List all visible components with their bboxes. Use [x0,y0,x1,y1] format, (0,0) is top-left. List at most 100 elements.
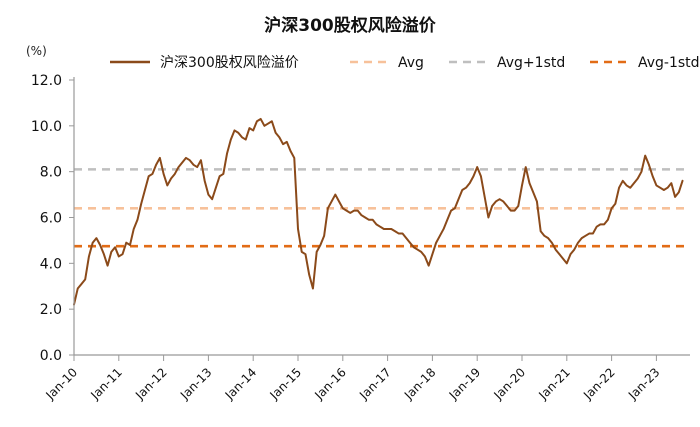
data-point [99,244,101,246]
data-point [424,256,426,258]
data-point [111,251,113,253]
data-point [510,210,512,212]
data-point [611,208,613,210]
data-point [118,256,120,258]
data-point [525,166,527,168]
data-point [615,203,617,205]
x-tick-label: Jan-10 [43,365,81,403]
data-point [551,242,553,244]
x-tick-label: Jan-15 [267,365,305,403]
data-point [237,132,239,134]
data-point [641,171,643,173]
y-axis-ticks: 12.0 10.0 8.0 6.0 4.0 2.0 0.0 [31,73,74,364]
data-point [447,219,449,221]
data-point [618,187,620,189]
data-point [107,265,109,267]
data-point [409,242,411,244]
data-point [417,249,419,251]
x-tick-label: Jan-17 [356,365,394,403]
data-point [174,173,176,175]
data-point [547,237,549,239]
data-point [461,189,463,191]
data-point [465,187,467,189]
data-point [275,132,277,134]
data-point [249,127,251,129]
x-tick-label: Jan-16 [311,365,349,403]
y-tick-label: 8.0 [40,165,62,181]
data-point [122,253,124,255]
y-unit-label: (%) [26,44,47,58]
data-point [219,175,221,177]
data-point [308,274,310,276]
data-point [450,210,452,212]
data-point [629,187,631,189]
data-point [495,201,497,203]
data-point [282,143,284,145]
data-point [260,118,262,120]
data-point [379,226,381,228]
data-point [428,265,430,267]
x-tick-label: Jan-13 [177,365,215,403]
data-point [435,242,437,244]
legend: 沪深300股权风险溢价 Avg Avg+1std Avg-1std [110,55,700,71]
data-point [185,157,187,159]
x-tick-label: Jan-20 [491,365,529,403]
data-point [204,180,206,182]
x-tick-label: Jan-18 [401,365,439,403]
data-point [364,217,366,219]
legend-label-0: 沪深300股权风险溢价 [160,55,299,71]
data-point [223,173,225,175]
x-tick-label: Jan-12 [132,365,170,403]
data-point [674,196,676,198]
data-point [376,224,378,226]
data-point [264,125,266,127]
data-point [585,235,587,237]
data-point [342,208,344,210]
axes [73,77,690,356]
data-point [682,180,684,182]
data-point [514,210,516,212]
data-point [200,159,202,161]
data-point [671,182,673,184]
data-point [193,164,195,166]
data-point [290,150,292,152]
data-point [170,178,172,180]
data-point [349,212,351,214]
data-point [137,219,139,221]
data-point [353,210,355,212]
data-point [196,166,198,168]
data-point [532,191,534,193]
data-point [570,253,572,255]
data-point [678,191,680,193]
data-point [312,288,314,290]
data-point [443,228,445,230]
x-tick-label: Jan-23 [625,365,663,403]
data-point [652,175,654,177]
data-point [559,253,561,255]
data-point [252,130,254,132]
data-point [88,256,90,258]
data-point [335,194,337,196]
data-point [129,244,131,246]
data-point [133,228,135,230]
data-point [267,123,269,125]
data-point [245,139,247,141]
data-point [305,253,307,255]
data-point [555,249,557,251]
data-point [301,251,303,253]
data-point [387,228,389,230]
data-point [391,228,393,230]
x-axis-ticks: Jan-10 Jan-11 Jan-12 Jan-13 Jan-14 Jan-15 Jan-… [43,355,663,403]
data-point [488,217,490,219]
data-point [667,187,669,189]
data-point [148,175,150,177]
data-point [338,201,340,203]
data-point [357,210,359,212]
data-point [626,185,628,187]
data-point [656,185,658,187]
series-line-main [73,117,684,306]
data-point [499,198,501,200]
y-tick-label: 12.0 [31,73,62,89]
legend-label-2: Avg+1std [497,55,565,71]
data-point [234,130,236,132]
